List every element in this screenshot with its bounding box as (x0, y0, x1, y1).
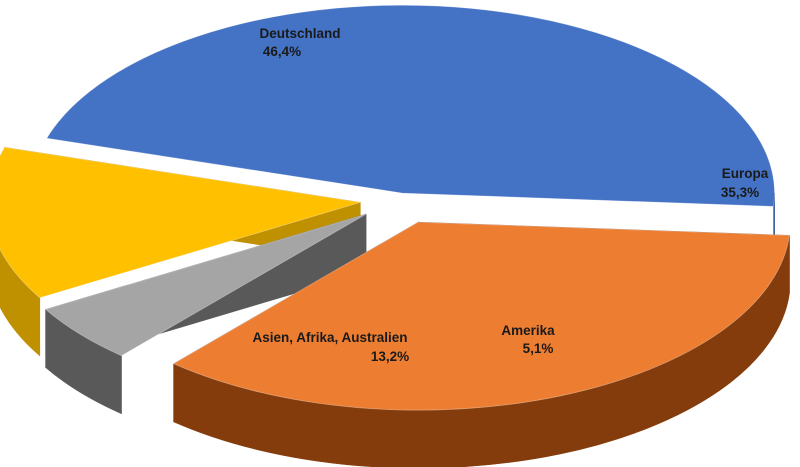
slice-europa (172, 221, 790, 411)
slice-amerika (44, 213, 367, 357)
value-deutschland: 46,4% (263, 44, 301, 59)
label-deutschland: Deutschland (259, 26, 340, 41)
slice-deutschland (46, 4, 775, 207)
value-europa: 35,3% (721, 185, 759, 200)
slice-labels: Deutschland 46,4% Europa 35,3% Amerika 5… (252, 26, 768, 364)
label-europa: Europa (722, 166, 769, 181)
label-asien-afrika-australien: Asien, Afrika, Australien (252, 330, 407, 345)
value-amerika: 5,1% (523, 341, 554, 356)
slice-asien-afrika-australien (0, 146, 361, 299)
value-asien-afrika-australien: 13,2% (371, 349, 409, 364)
label-amerika: Amerika (501, 323, 555, 338)
slice-tops (0, 4, 790, 411)
